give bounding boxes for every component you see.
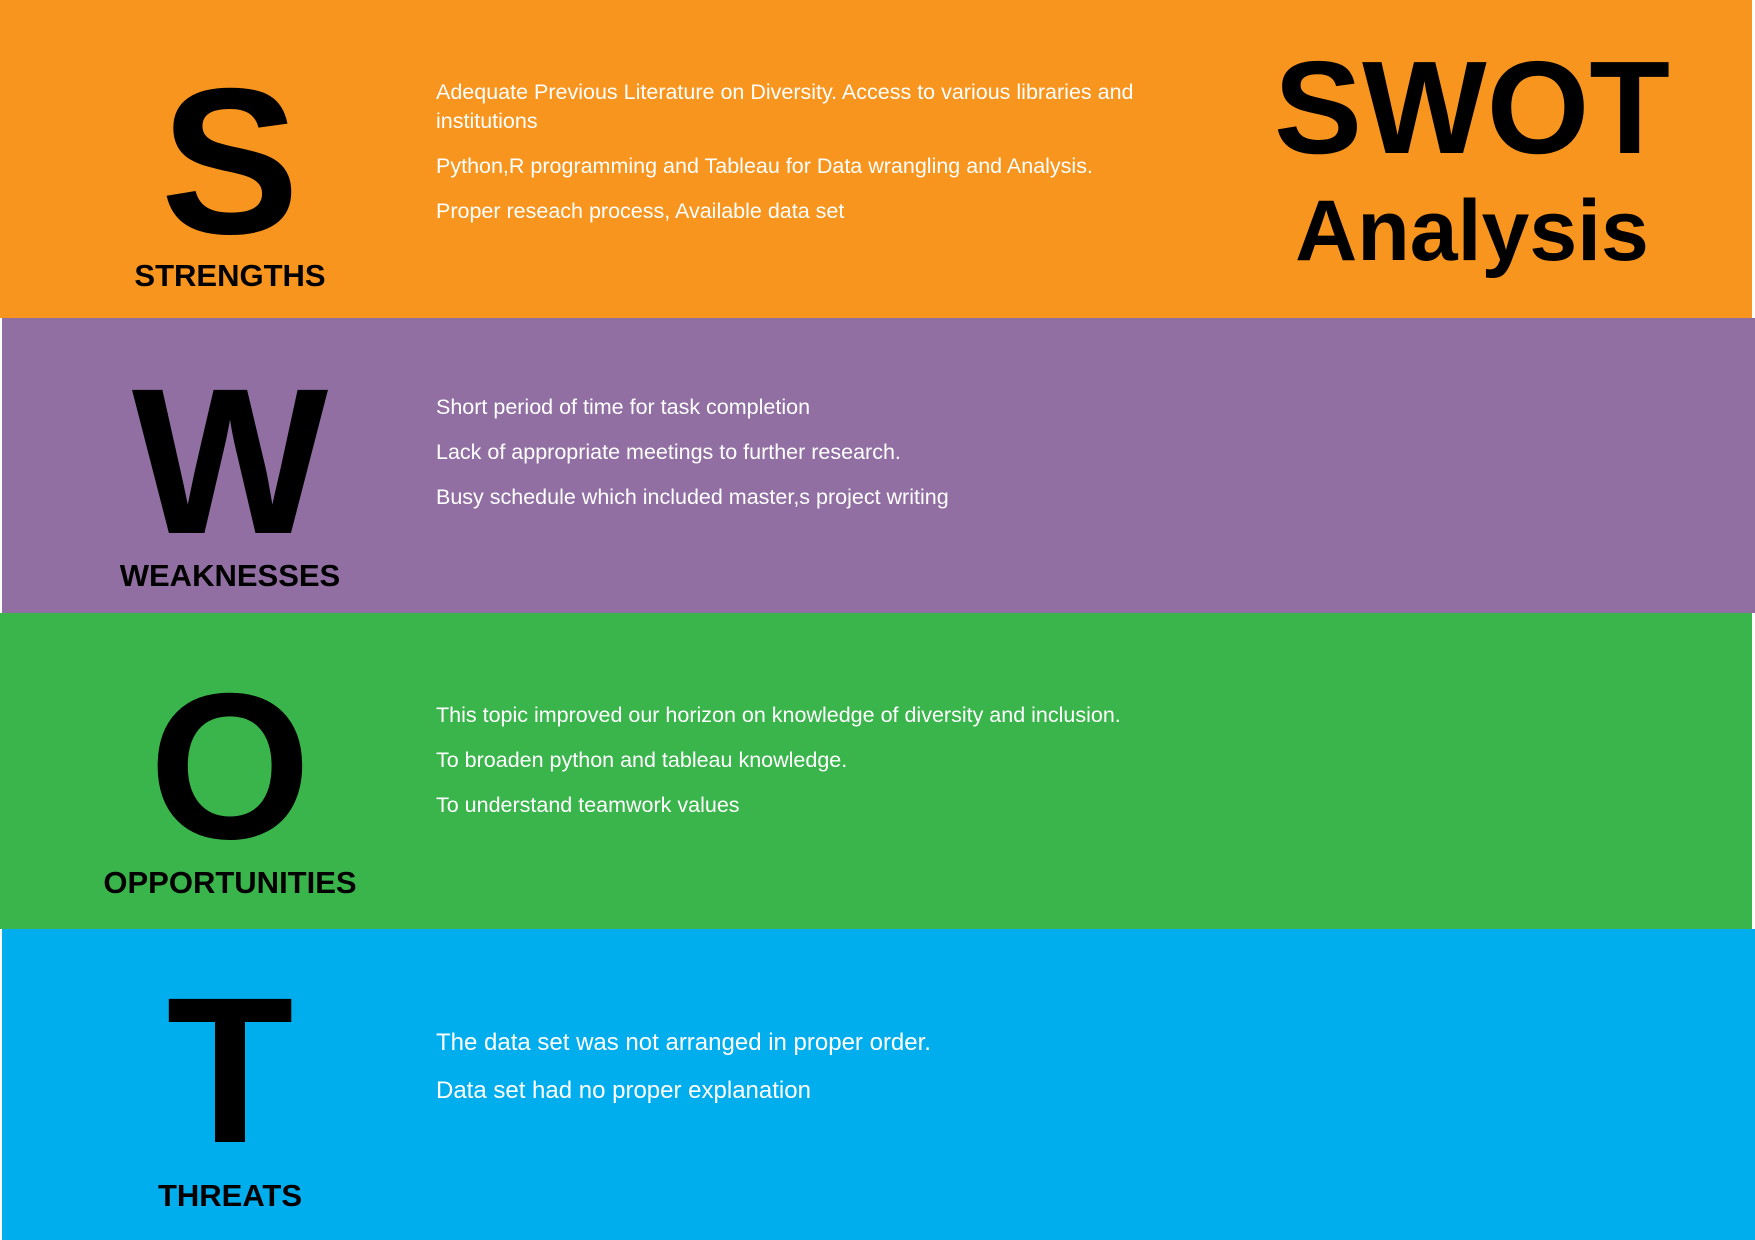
weaknesses-points: Short period of time for task completion… xyxy=(436,393,1226,528)
threats-point: The data set was not arranged in proper … xyxy=(436,1029,931,1056)
threats-band: T THREATS The data set was not arranged … xyxy=(2,929,1755,1240)
opportunities-band: O OPPORTUNITIES This topic improved our … xyxy=(0,613,1752,929)
opportunities-point: This topic improved our horizon on knowl… xyxy=(436,703,1121,727)
strengths-point: Proper reseach process, Available data s… xyxy=(436,199,845,223)
swot-title-sub: Analysis xyxy=(1295,183,1649,279)
opportunities-letter: O xyxy=(149,651,311,883)
weaknesses-point: Busy schedule which included master,s pr… xyxy=(436,485,949,509)
strengths-point: Python,R programming and Tableau for Dat… xyxy=(436,154,1093,178)
strengths-label: STRENGTHS xyxy=(134,258,326,293)
opportunities-point: To understand teamwork values xyxy=(436,793,740,817)
threats-heading: T THREATS xyxy=(2,967,460,1211)
weaknesses-point: Short period of time for task completion xyxy=(436,395,811,419)
swot-title: SWOT Analysis xyxy=(1262,34,1682,279)
opportunities-label: OPPORTUNITIES xyxy=(103,865,357,900)
weaknesses-point: Lack of appropriate meetings to further … xyxy=(436,440,901,464)
opportunities-point: To broaden python and tableau knowledge. xyxy=(436,748,848,772)
weaknesses-heading: W WEAKNESSES xyxy=(2,358,460,591)
threats-points: The data set was not arranged in proper … xyxy=(436,1028,1226,1124)
strengths-letter: S xyxy=(160,46,300,278)
strengths-points: Adequate Previous Literature on Diversit… xyxy=(436,78,1226,242)
strengths-band: S STRENGTHS Adequate Previous Literature… xyxy=(0,0,1752,318)
opportunities-heading: O OPPORTUNITIES xyxy=(0,663,460,898)
threats-letter: T xyxy=(166,955,294,1187)
threats-label: THREATS xyxy=(157,1178,303,1213)
strengths-point: Adequate Previous Literature on Diversit… xyxy=(436,80,1134,133)
weaknesses-band: W WEAKNESSES Short period of time for ta… xyxy=(2,318,1755,613)
threats-point: Data set had no proper explanation xyxy=(436,1077,811,1104)
opportunities-points: This topic improved our horizon on knowl… xyxy=(436,701,1226,836)
weaknesses-label: WEAKNESSES xyxy=(119,558,341,593)
swot-title-main: SWOT xyxy=(1274,34,1670,181)
weaknesses-letter: W xyxy=(131,346,329,578)
strengths-heading: S STRENGTHS xyxy=(0,58,460,291)
